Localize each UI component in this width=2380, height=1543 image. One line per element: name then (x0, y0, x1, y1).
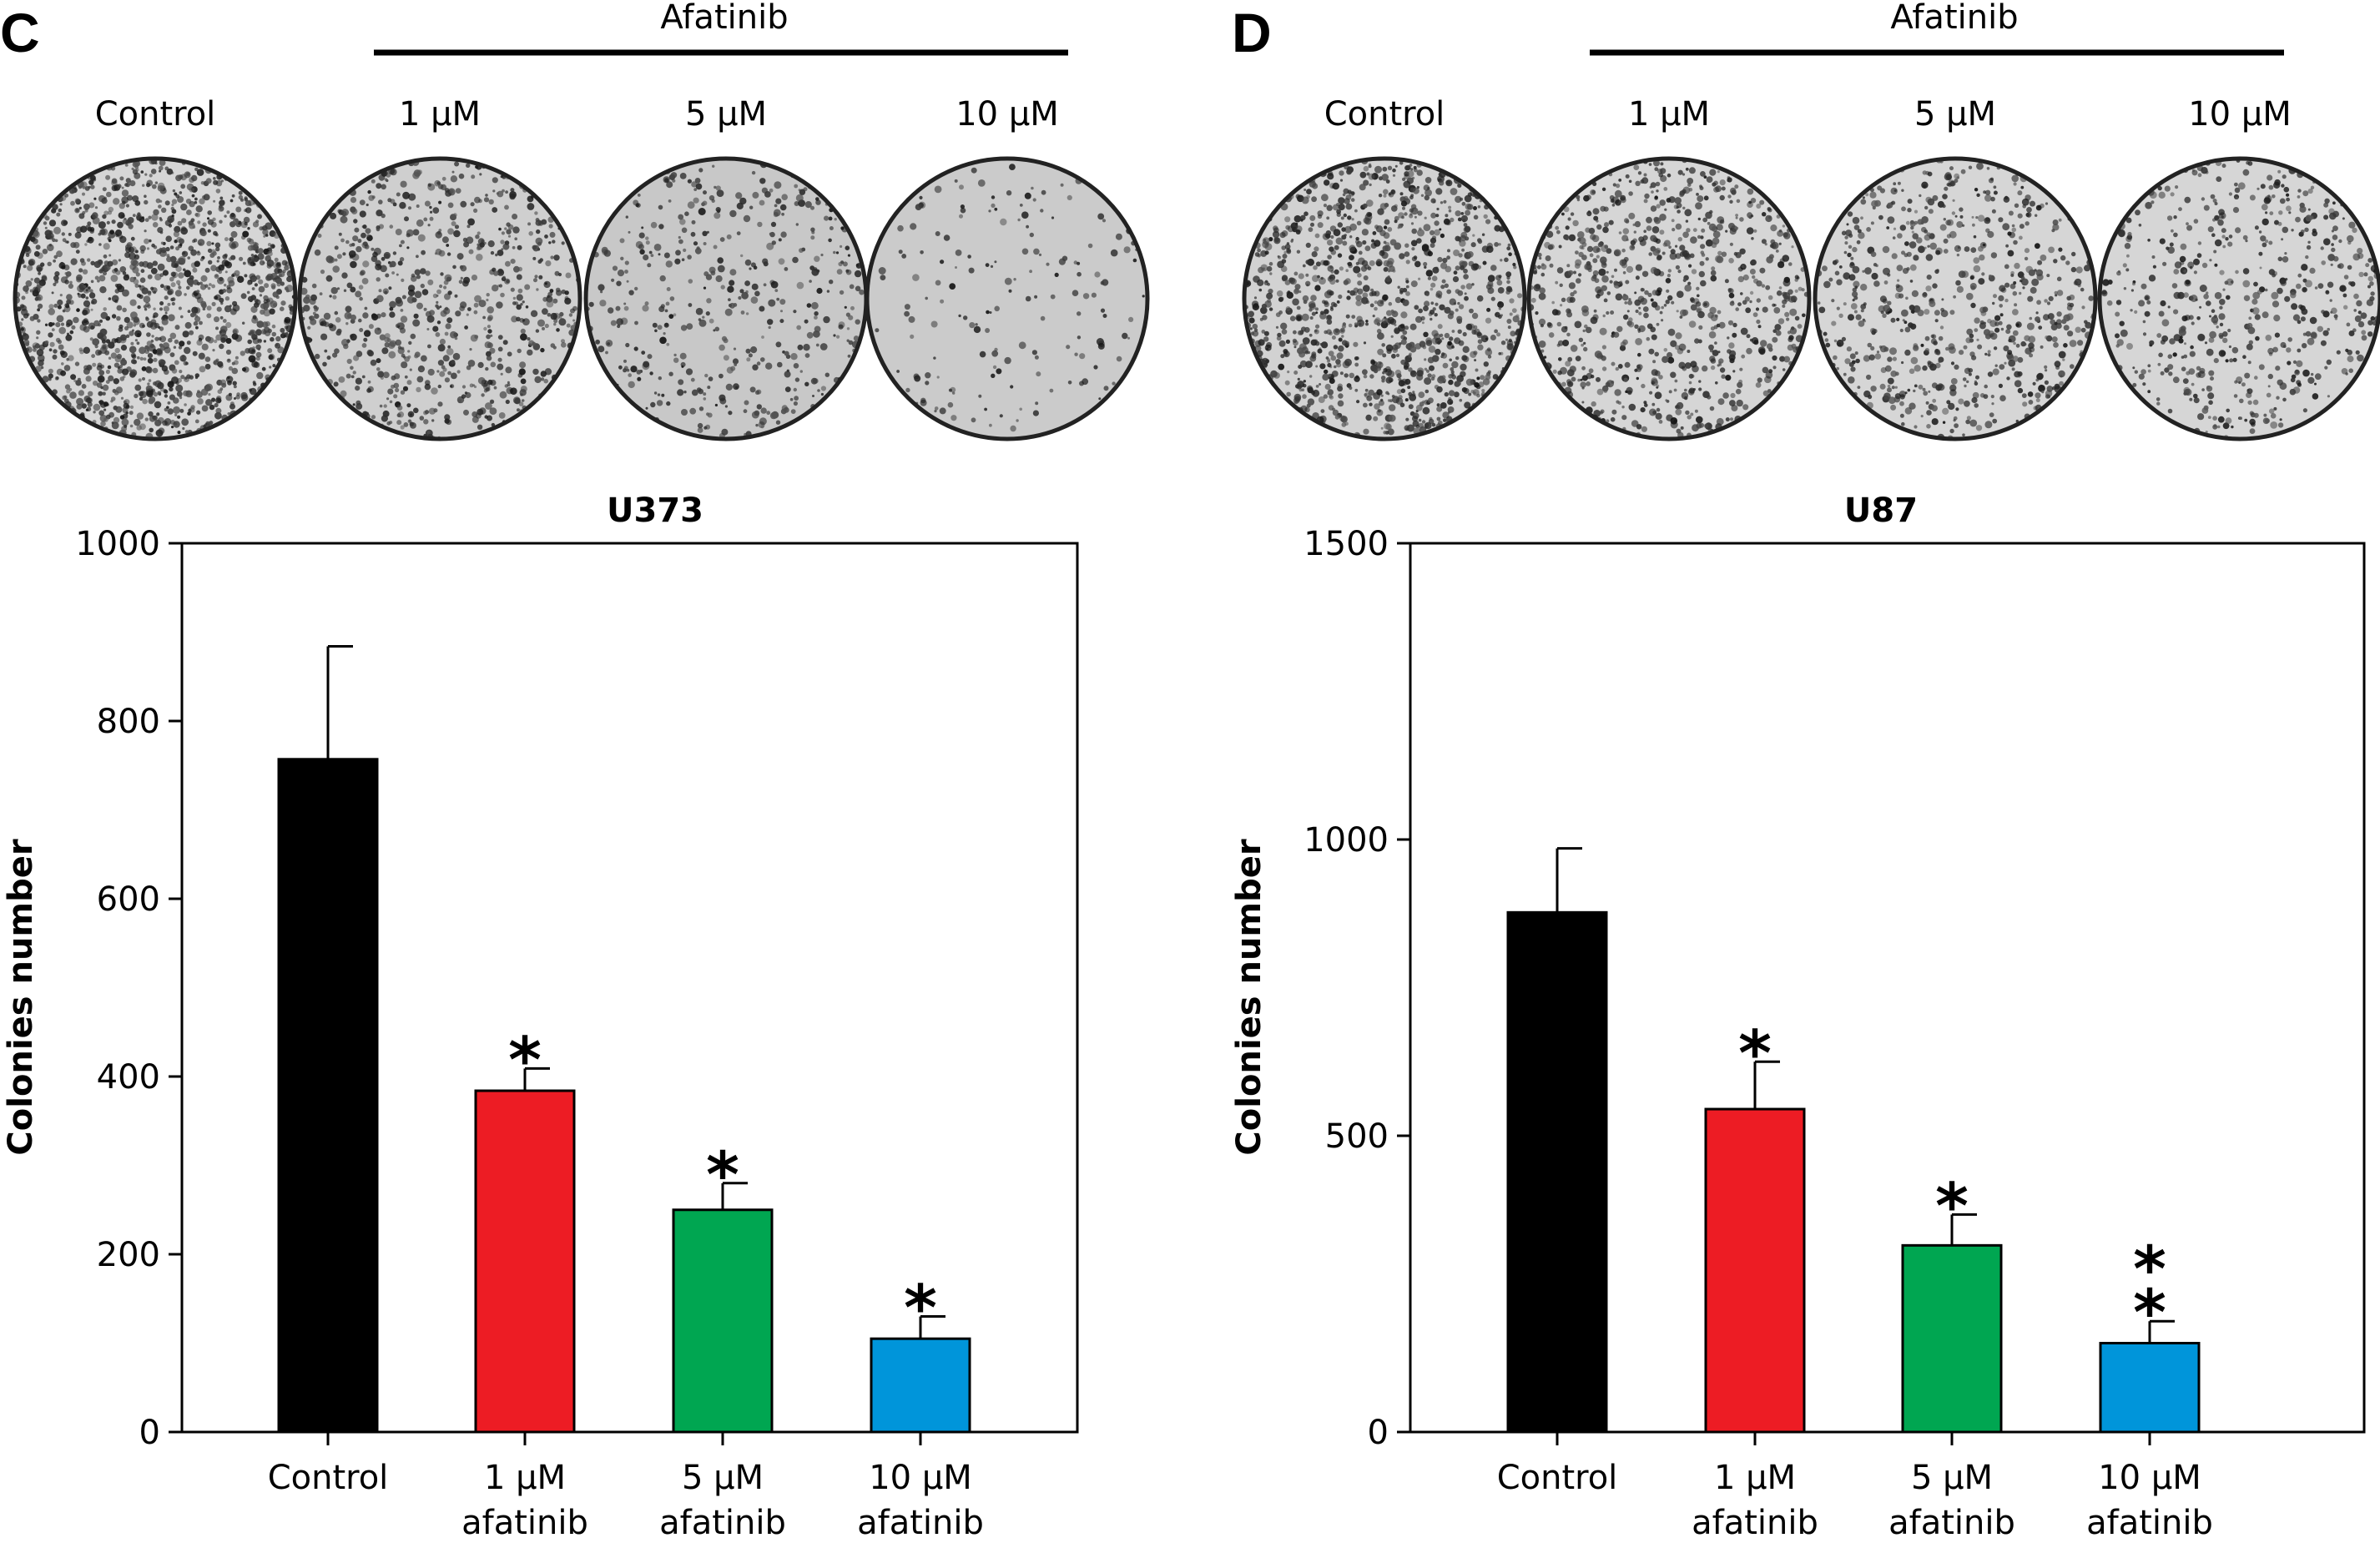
x-tick-label: 1 μM (484, 1459, 566, 1497)
y-tick-label: 0 (1368, 1414, 1389, 1452)
bar (1901, 1243, 2003, 1434)
dish-rim (1242, 156, 1527, 441)
dish-rim (1526, 156, 1812, 441)
petri-dish (1242, 156, 1527, 441)
y-axis-label: Colonies number (1230, 839, 1268, 1155)
significance-marker: * (2133, 1232, 2166, 1306)
y-tick-label: 400 (97, 1058, 160, 1097)
panel-c: C Afatinib Control 1 μM 5 μM 10 μM (0, 0, 1150, 441)
panel-letter: D (1232, 2, 1272, 63)
chart-title: U373 (607, 492, 703, 530)
petri-dish (865, 156, 1150, 441)
significance-marker: * (1738, 1016, 1772, 1090)
x-tick-label: afatinib (1692, 1504, 1818, 1542)
dish-label-10um: 10 μM (956, 95, 1059, 134)
x-tick-label: afatinib (659, 1504, 786, 1542)
chart-u373: U373 Colonies number 0 200 400 600 800 1000 Co… (2, 492, 1079, 1542)
x-tick-label: 5 μM (682, 1459, 764, 1497)
dish-label-control: Control (1324, 95, 1445, 134)
bar (1506, 910, 1608, 1434)
colony-dots (1529, 159, 1809, 439)
y-tick-label: 1000 (1303, 821, 1389, 860)
dish-label-5um: 5 μM (1914, 95, 1996, 134)
drug-label: Afatinib (660, 0, 788, 37)
bar (277, 758, 379, 1434)
dish-row (13, 156, 1150, 441)
bar (870, 1337, 971, 1434)
petri-dish (583, 156, 869, 441)
y-tick-label: 1500 (1303, 525, 1389, 563)
colony-dots (300, 159, 580, 439)
dish-rim (297, 156, 582, 441)
dish-background (586, 159, 866, 439)
colony-dots (875, 164, 1145, 432)
dish-label-1um: 1 μM (399, 95, 481, 134)
panel-letter: C (0, 2, 40, 63)
y-tick-label: 0 (139, 1414, 160, 1452)
colony-dots (1244, 159, 1525, 438)
panel-d: D Afatinib Control 1 μM 5 μM 10 μM (1232, 0, 2380, 441)
dish-rim (13, 156, 298, 441)
colony-dots (586, 160, 865, 439)
x-tick-label: afatinib (1888, 1504, 2015, 1542)
dish-rim (2097, 156, 2380, 441)
plot-frame (1409, 542, 2366, 1434)
dish-rim (865, 156, 1150, 441)
petri-dish (2097, 156, 2380, 441)
x-tick-label: 10 μM (2098, 1459, 2201, 1497)
significance-marker: * (1935, 1168, 1969, 1243)
x-tick-label: afatinib (857, 1504, 984, 1542)
drug-label: Afatinib (1890, 0, 2018, 37)
x-tick-label: 5 μM (1911, 1459, 1993, 1497)
petri-dish (1526, 156, 1812, 441)
bar (474, 1089, 576, 1434)
y-tick-label: 200 (97, 1236, 160, 1274)
dish-rim (1813, 156, 2098, 441)
colony-dots (1815, 159, 2095, 439)
y-tick-label: 500 (1325, 1117, 1389, 1156)
dish-row (1242, 156, 2380, 441)
significance-marker: * (706, 1137, 739, 1212)
colony-dots (15, 159, 295, 439)
x-tick-label: afatinib (461, 1504, 588, 1542)
significance-marker: * (2133, 1275, 2166, 1349)
x-tick-label: 1 μM (1714, 1459, 1796, 1497)
dish-label-control: Control (95, 95, 216, 134)
petri-dish (13, 156, 298, 441)
petri-dish (297, 156, 582, 441)
x-tick-label: Control (1497, 1459, 1618, 1497)
bar (672, 1208, 774, 1434)
y-tick-label: 600 (97, 880, 160, 919)
chart-title: U87 (1844, 492, 1918, 530)
y-tick-label: 800 (97, 703, 160, 741)
y-axis-label: Colonies number (2, 839, 40, 1155)
bar (1704, 1107, 1806, 1434)
bar (2099, 1342, 2201, 1434)
x-tick-label: Control (268, 1459, 389, 1497)
colony-dots (2101, 159, 2380, 439)
x-tick-label: afatinib (2086, 1504, 2213, 1542)
y-tick-label: 1000 (75, 525, 160, 563)
dish-background (867, 159, 1147, 439)
significance-marker: * (508, 1022, 542, 1097)
x-tick-label: 10 μM (869, 1459, 972, 1497)
petri-dish (1813, 156, 2098, 441)
dish-label-10um: 10 μM (2188, 95, 2292, 134)
chart-u87: U87 Colonies number 0 500 1000 1500 Control 1… (1230, 492, 2366, 1542)
significance-marker: * (904, 1271, 937, 1345)
plot-frame (180, 542, 1079, 1434)
dish-label-1um: 1 μM (1628, 95, 1710, 134)
dish-label-5um: 5 μM (685, 95, 767, 134)
